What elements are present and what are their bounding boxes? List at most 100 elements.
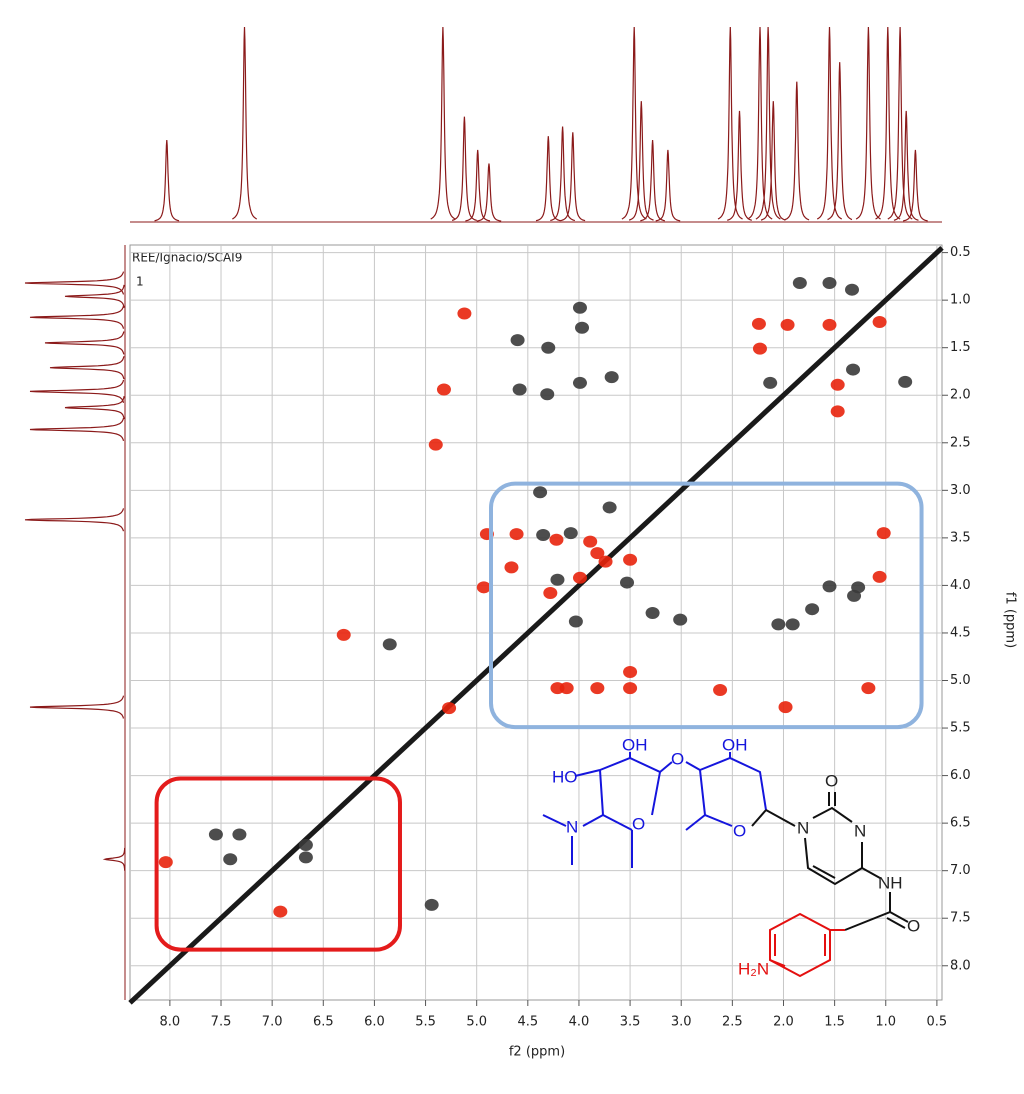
atom-label: O [671, 749, 684, 768]
cross-peak [602, 501, 617, 514]
f2-projection-peak [628, 101, 654, 221]
f2-projection-peak [760, 101, 786, 221]
x-tick-label: 7.5 [211, 1015, 232, 1030]
f2-projection-peak [855, 26, 881, 220]
f1-projection-peak [64, 284, 125, 308]
cross-peak [549, 533, 564, 546]
atom-label: O [632, 814, 645, 833]
f1-projection-peak [29, 379, 125, 403]
f2-projection-peak [887, 26, 913, 220]
y-tick-label: 2.0 [950, 388, 971, 403]
cross-peak [559, 682, 574, 695]
x-tick-label: 6.0 [364, 1015, 385, 1030]
cross-peak [623, 665, 638, 678]
y-tick-label: 8.0 [950, 958, 971, 973]
cross-peak [752, 342, 767, 355]
cross-peak [476, 581, 491, 594]
cross-peak [533, 486, 548, 499]
atom-label: O [825, 771, 838, 790]
cross-peak [563, 527, 578, 540]
x-tick-label: 3.5 [620, 1015, 641, 1030]
x-axis-label: f2 (ppm) [509, 1045, 565, 1060]
cross-peak [509, 528, 524, 541]
cross-peak [273, 905, 288, 918]
cross-peak [876, 527, 891, 540]
cross-peak [847, 589, 862, 602]
cross-peak [673, 613, 688, 626]
aniline-bonds [769, 912, 845, 978]
y-tick-label: 5.0 [950, 673, 971, 688]
f2-projection-peak [655, 149, 681, 222]
sugar-bonds [542, 752, 767, 868]
f2-projection-peak [154, 140, 180, 222]
atom-label: HO [552, 767, 578, 786]
f2-projection-peak [902, 149, 928, 222]
cross-peak [645, 606, 660, 619]
y-tick-label: 6.0 [950, 768, 971, 783]
x-tick-label: 3.0 [671, 1015, 692, 1030]
x-tick-label: 8.0 [160, 1015, 181, 1030]
x-tick-label: 0.5 [927, 1015, 948, 1030]
cross-peak [845, 283, 860, 296]
cross-peak [830, 405, 845, 418]
f2-projection-peak [755, 26, 781, 220]
y-tick-label: 1.0 [950, 293, 971, 308]
f2-projection-peak [465, 149, 491, 222]
cross-peak [504, 561, 519, 574]
cross-peak [382, 638, 397, 651]
f2-projection-peak [717, 26, 743, 220]
cross-peak [568, 615, 583, 628]
cross-peak [424, 898, 439, 911]
f2-projection-peak [893, 110, 919, 221]
cross-peak [512, 383, 527, 396]
y-axis-label: f1 (ppm) [1003, 592, 1018, 648]
f1-projection-peak [24, 271, 125, 295]
atom-label: OH [722, 735, 748, 754]
cross-peak [540, 388, 555, 401]
x-tick-label: 4.0 [569, 1015, 590, 1030]
f2-projection-peak [476, 163, 502, 222]
cross-peak [620, 576, 635, 589]
cross-peak [598, 555, 613, 568]
cross-peak [223, 853, 238, 866]
y-tick-label: 6.5 [950, 816, 971, 831]
cross-peak [442, 702, 457, 715]
cross-peak [805, 603, 820, 616]
cross-peak [872, 570, 887, 583]
atom-label: OH [622, 735, 648, 754]
cross-peak [543, 587, 558, 600]
base-bonds [751, 792, 909, 931]
y-tick-label: 3.0 [950, 483, 971, 498]
cross-peak [428, 438, 443, 451]
cross-peak [830, 378, 845, 391]
f2-projection-peak [875, 26, 901, 220]
f1-projection-peak [29, 695, 125, 719]
cross-peak [822, 580, 837, 593]
y-tick-label: 3.5 [950, 530, 971, 545]
y-tick-label: 7.5 [950, 911, 971, 926]
cross-peak [541, 341, 556, 354]
f1-projection-peak [64, 396, 125, 420]
y-tick-label: 1.5 [950, 340, 971, 355]
f2-projection-peak [451, 116, 477, 221]
cross-peak [572, 301, 587, 314]
f2-projection-peak [816, 26, 843, 220]
cross-peak [572, 376, 587, 389]
atom-label: N [854, 821, 866, 840]
cross-peak [232, 828, 247, 841]
x-tick-label: 7.0 [262, 1015, 283, 1030]
cross-peak [785, 618, 800, 631]
f1-projection-peak [29, 417, 125, 442]
cross-peak [298, 839, 313, 852]
cross-peak [604, 371, 619, 384]
diagonal [128, 246, 944, 1005]
f2-projection-peak [560, 132, 586, 222]
header-label: REE/Ignacio/SCAI9 [132, 251, 242, 265]
cross-peak [792, 277, 807, 290]
cross-peak [550, 573, 565, 586]
highlight-box [154, 776, 402, 952]
atom-label: N [797, 818, 809, 837]
f1-projection-peak [44, 331, 125, 355]
y-tick-label: 0.5 [950, 245, 971, 260]
cross-peak [158, 856, 173, 869]
